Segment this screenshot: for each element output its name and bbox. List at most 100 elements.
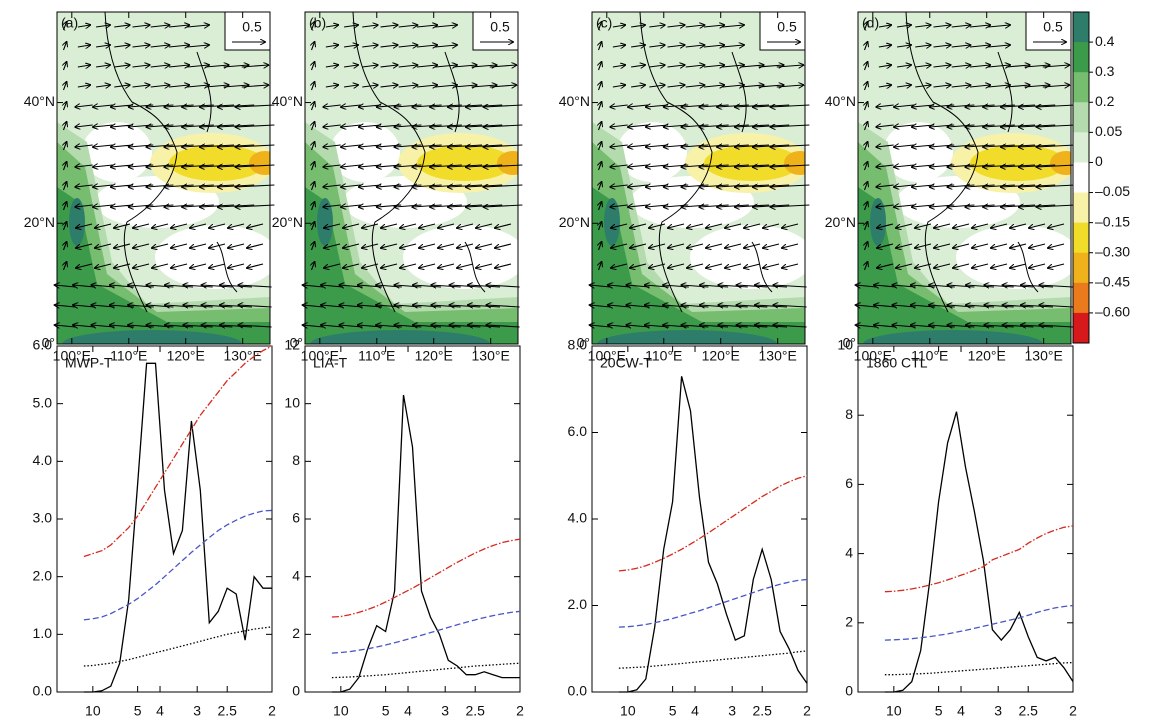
x-tick-label: 3 xyxy=(728,703,736,719)
wind-arrow xyxy=(324,243,341,248)
wind-arrow xyxy=(95,243,112,248)
wind-arrow xyxy=(699,125,729,127)
wind-arrow xyxy=(610,105,628,107)
wind-arrow xyxy=(1010,263,1027,268)
wind-arrow xyxy=(628,125,648,127)
wind-arrow xyxy=(896,223,913,228)
wind-arrow xyxy=(934,223,951,228)
x-tick-label: 5 xyxy=(382,703,390,719)
y-tick-label: 0 xyxy=(845,683,853,699)
wind-arrow xyxy=(362,223,379,228)
wind-arrow xyxy=(599,162,602,171)
wind-arrow xyxy=(933,25,951,27)
wind-arrow xyxy=(380,45,398,47)
wind-arrow xyxy=(238,325,272,327)
wind-arrow xyxy=(430,105,462,107)
wind-arrow xyxy=(649,223,666,228)
wind-arrow xyxy=(1029,263,1046,268)
wind-arrow xyxy=(649,263,666,268)
wind-arrow xyxy=(649,243,666,248)
wind-arrow xyxy=(865,42,868,51)
wind-arrow xyxy=(468,305,501,307)
wind-arrow xyxy=(241,85,269,87)
wind-arrow xyxy=(1024,65,1050,67)
wind-arrow xyxy=(649,65,664,67)
wind-arrow xyxy=(168,25,189,27)
wind-arrow xyxy=(220,285,253,287)
wind-arrow xyxy=(114,65,129,67)
wind-arrow xyxy=(75,125,93,127)
wind-arrow xyxy=(96,25,110,27)
wind-arrow xyxy=(599,82,602,91)
panel-label: (a) xyxy=(61,15,78,31)
wind-arrow xyxy=(344,85,358,87)
wind-arrow xyxy=(1042,85,1070,87)
wind-arrow xyxy=(205,85,228,87)
wind-arrow xyxy=(1029,223,1046,228)
wind-arrow xyxy=(965,165,995,167)
wind-arrow xyxy=(699,105,729,107)
wind-arrow xyxy=(599,102,602,111)
wind-arrow xyxy=(865,262,868,271)
wind-arrow xyxy=(983,125,1015,127)
wind-arrow xyxy=(312,142,315,151)
x-tick-label: 2 xyxy=(803,703,811,719)
wind-arrow xyxy=(599,242,602,251)
wind-arrow xyxy=(969,65,990,67)
wind-arrow xyxy=(312,202,315,211)
plot-frame xyxy=(56,345,273,693)
y-tick-label: 2 xyxy=(292,625,300,641)
map-x-tick-label: 120°E xyxy=(968,348,1006,364)
wind-arrow xyxy=(323,105,341,107)
wind-arrow xyxy=(699,185,729,187)
wind-arrow xyxy=(877,263,894,268)
wind-arrow xyxy=(202,325,233,327)
wind-arrow xyxy=(1037,165,1076,167)
wind-arrow xyxy=(763,243,780,248)
wind-arrow xyxy=(312,182,315,191)
wind-arrow xyxy=(325,25,338,27)
map-y-tick-label: 0° xyxy=(290,335,303,351)
wind-arrow xyxy=(93,205,113,207)
wind-arrow xyxy=(782,263,799,268)
wind-arrow xyxy=(865,102,868,111)
wind-arrow xyxy=(435,65,457,67)
wind-arrow xyxy=(718,325,748,327)
wind-arrow xyxy=(187,85,209,87)
wind-arrow xyxy=(988,85,1010,87)
wind-arrow xyxy=(457,223,474,228)
colorbar-label: –0.15 xyxy=(1095,213,1130,229)
wind-arrow xyxy=(168,85,189,87)
wind-arrow xyxy=(228,223,245,228)
wind-arrow xyxy=(223,65,249,67)
wind-arrow xyxy=(628,205,648,207)
wind-arrow xyxy=(667,25,685,27)
wind-arrow xyxy=(1021,305,1054,307)
wind-arrow xyxy=(341,125,361,127)
wind-arrow xyxy=(450,285,481,287)
wind-arrow xyxy=(64,242,67,251)
wind-arrow xyxy=(341,205,361,207)
y-tick-label: 4.0 xyxy=(33,452,53,468)
wind-arrow xyxy=(717,145,749,147)
wind-arrow xyxy=(771,105,810,107)
wind-arrow xyxy=(75,185,93,187)
wind-arrow xyxy=(717,125,749,127)
wind-arrow xyxy=(381,243,398,248)
wind-arrow xyxy=(236,205,275,207)
wind-arrow xyxy=(95,223,112,228)
wind-arrow xyxy=(896,243,913,248)
wind-arrow xyxy=(312,222,315,231)
x-tick-label: 4 xyxy=(691,703,699,719)
wind-arrow xyxy=(150,25,170,27)
wind-arrow xyxy=(877,243,894,248)
wind-arrow xyxy=(610,205,628,207)
wind-arrow xyxy=(983,205,1015,207)
wind-arrow xyxy=(325,65,338,67)
wind-arrow xyxy=(343,263,360,268)
wind-arrow xyxy=(453,65,476,67)
chart-annotation: LIA-T xyxy=(313,355,348,371)
wind-arrow xyxy=(718,285,748,287)
